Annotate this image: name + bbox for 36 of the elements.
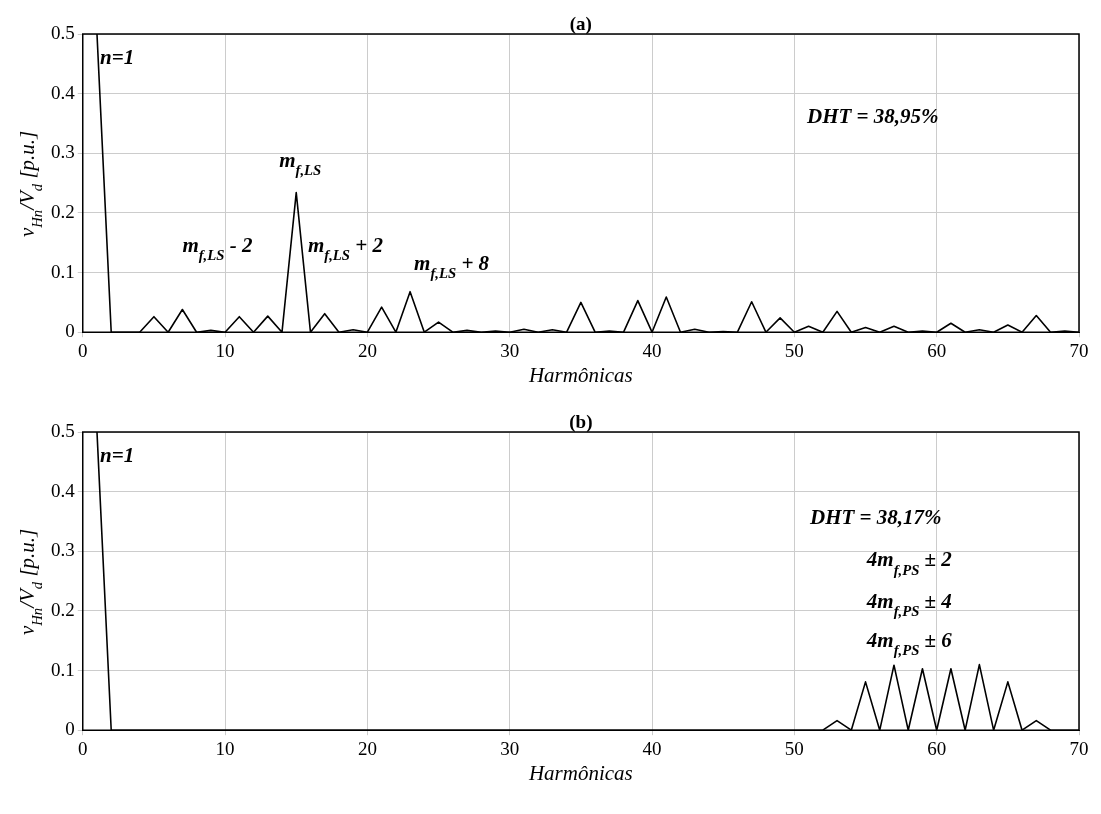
y-axis-title: vHn/Vd [p.u.] [15,130,46,238]
x-tick-label: 50 [784,339,804,361]
x-tick-label: 50 [784,737,804,759]
y-tick-label: 0.5 [51,419,75,441]
chart-title: (b) [569,411,593,433]
x-tick-label: 40 [642,339,662,361]
y-tick-label: 0.3 [51,141,75,163]
y-axis-title: vHn/Vd [p.u.] [15,528,46,636]
x-tick-label: 60 [927,339,947,361]
y-tick-label: 0.2 [51,200,75,222]
x-tick-label: 60 [927,737,947,759]
y-tick-label: 0.4 [51,479,76,501]
y-tick-label: 0 [65,320,75,342]
x-tick-label: 30 [500,737,520,759]
y-tick-label: 0.3 [51,539,75,561]
x-tick-label: 40 [642,737,662,759]
chart-title: (a) [569,13,592,35]
annotation: DHT = 38,95% [806,104,939,129]
annotation: DHT = 38,17% [809,505,942,530]
y-tick-label: 0 [65,718,75,740]
x-axis-title: Harmônicas [527,363,633,388]
y-tick-label: 0.5 [51,21,75,43]
x-axis-title: Harmônicas [527,761,633,786]
annotation: n=1 [99,443,135,467]
x-tick-label: 10 [215,737,235,759]
x-tick-label: 10 [215,339,235,361]
y-tick-label: 0.1 [51,260,75,282]
y-tick-label: 0.4 [51,81,76,103]
y-tick-label: 0.1 [51,658,75,680]
x-tick-label: 20 [357,339,377,361]
x-tick-label: 70 [1069,737,1089,759]
x-tick-label: 20 [357,737,377,759]
x-tick-label: 70 [1069,339,1089,361]
y-tick-label: 0.2 [51,598,75,620]
x-tick-label: 30 [500,339,520,361]
annotation: n=1 [99,45,135,69]
